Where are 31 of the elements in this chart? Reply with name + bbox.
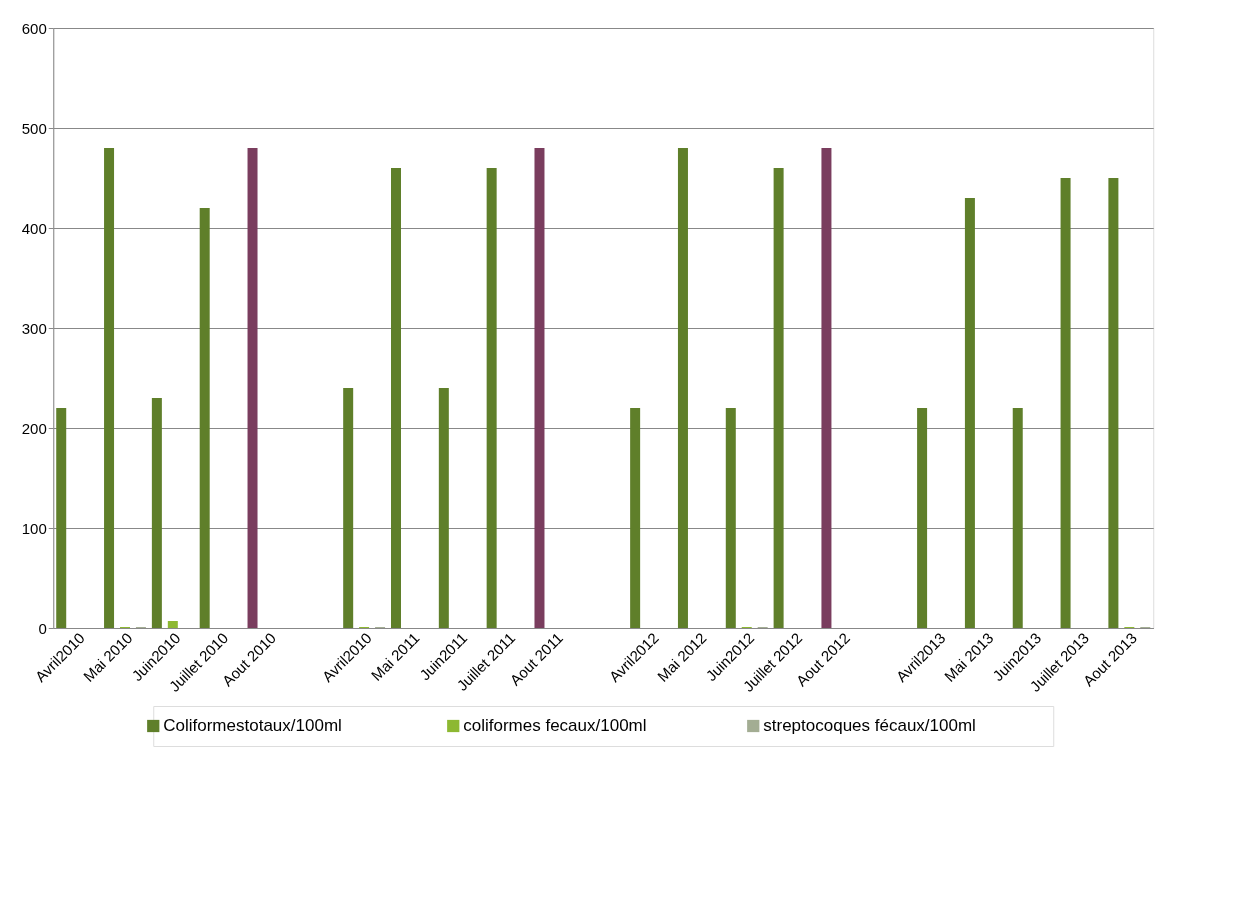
bar [1108,178,1119,628]
bar [167,621,178,628]
bar [56,408,67,628]
y-tick-label: 400 [21,219,47,237]
bar [438,388,449,628]
legend-label: Coliformestotaux/100ml [163,716,342,735]
bar [199,208,210,628]
bar [630,408,641,628]
legend-label: streptocoques fécaux/100ml [763,716,976,735]
bar [534,148,545,628]
bar [725,408,736,628]
y-tick-label: 300 [21,319,47,337]
y-tick-label: 0 [38,619,47,637]
bar [343,388,354,628]
legend-label: coliformes fecaux/100ml [463,716,647,735]
bar [773,168,784,628]
y-tick-label: 200 [21,419,47,437]
bar [917,408,928,628]
bar [104,148,115,628]
y-tick-label: 600 [21,19,47,37]
bar [1060,178,1071,628]
y-tick-label: 100 [21,519,47,537]
bar [486,168,497,628]
bar [247,148,258,628]
bar [821,148,832,628]
bar [1012,408,1023,628]
y-tick-label: 500 [21,119,47,137]
bar [964,198,975,628]
bar [391,168,401,628]
bar [677,148,688,628]
bar [151,398,162,628]
